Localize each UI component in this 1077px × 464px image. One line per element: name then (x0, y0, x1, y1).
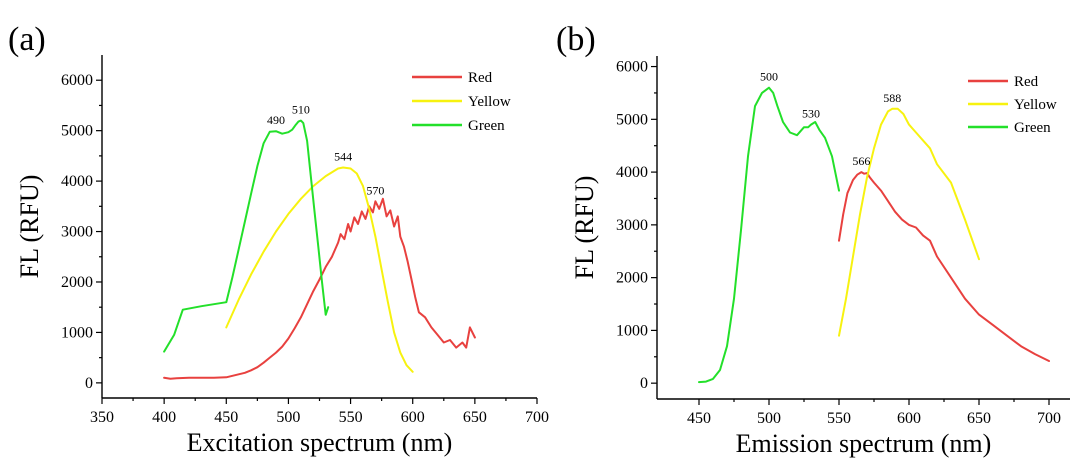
peak-label: 570 (366, 183, 384, 197)
peak-label: 530 (802, 107, 820, 121)
y-tick-label: 2000 (616, 270, 648, 287)
x-tick-label: 700 (525, 409, 549, 426)
peak-label: 490 (267, 113, 285, 127)
y-tick-label: 2000 (61, 274, 93, 291)
peak-label: 544 (334, 149, 352, 163)
x-tick-label: 600 (897, 410, 921, 427)
x-tick-label: 450 (214, 409, 238, 426)
legend-label: Yellow (1014, 97, 1057, 113)
legend-label: Red (1014, 74, 1039, 90)
x-tick-label: 600 (401, 409, 425, 426)
x-tick-label: 500 (276, 409, 300, 426)
peak-label: 566 (852, 154, 870, 168)
x-tick-label: 550 (827, 410, 851, 427)
legend-label: Green (1014, 120, 1051, 136)
series-line-red (838, 171, 1050, 362)
x-tick-label: 400 (152, 409, 176, 426)
y-tick-label: 4000 (61, 173, 93, 190)
y-tick-label: 6000 (61, 72, 93, 89)
y-tick-label: 3000 (616, 217, 648, 234)
x-tick-label: 650 (967, 410, 991, 427)
x-tick-label: 350 (90, 409, 114, 426)
y-tick-label: 3000 (61, 224, 93, 241)
legend-label: Green (468, 118, 505, 134)
y-axis-title: FL (RFU) (570, 176, 599, 280)
panel-a: (a) 350 400 450 500 550 600 650 700 0 1000 2000 3000… (8, 21, 549, 457)
series-line-yellow (838, 107, 980, 337)
y-axis-title: FL (RFU) (15, 175, 44, 279)
y-tick-label: 4000 (616, 164, 648, 181)
panel-b: (b) 450 500 550 600 650 700 0 1000 2000 3000 4000 50… (556, 21, 1070, 458)
x-tick-label: 550 (339, 409, 363, 426)
y-tick-label: 6000 (616, 59, 648, 76)
y-tick-label: 0 (85, 375, 93, 392)
series-line-green (163, 119, 330, 353)
y-tick-label: 1000 (61, 324, 93, 341)
x-tick-label: 650 (463, 409, 487, 426)
series-line-green (698, 86, 840, 384)
x-tick-label: 700 (1037, 410, 1061, 427)
series-line-red (163, 197, 476, 380)
peak-label: 510 (292, 103, 310, 117)
peak-label: 588 (883, 91, 901, 105)
y-tick-label: 5000 (616, 111, 648, 128)
panel-label: (b) (556, 21, 596, 58)
series-line-yellow (225, 166, 414, 373)
y-tick-label: 0 (640, 375, 648, 392)
x-tick-label: 450 (687, 410, 711, 427)
y-tick-label: 5000 (61, 123, 93, 140)
panel-label: (a) (8, 21, 46, 58)
legend-label: Yellow (468, 94, 511, 110)
x-tick-label: 500 (757, 410, 781, 427)
x-axis-title: Excitation spectrum (nm) (187, 428, 453, 457)
y-tick-label: 1000 (616, 322, 648, 339)
x-axis-title: Emission spectrum (nm) (736, 429, 992, 458)
legend-label: Red (468, 70, 493, 86)
peak-label: 500 (760, 70, 778, 84)
